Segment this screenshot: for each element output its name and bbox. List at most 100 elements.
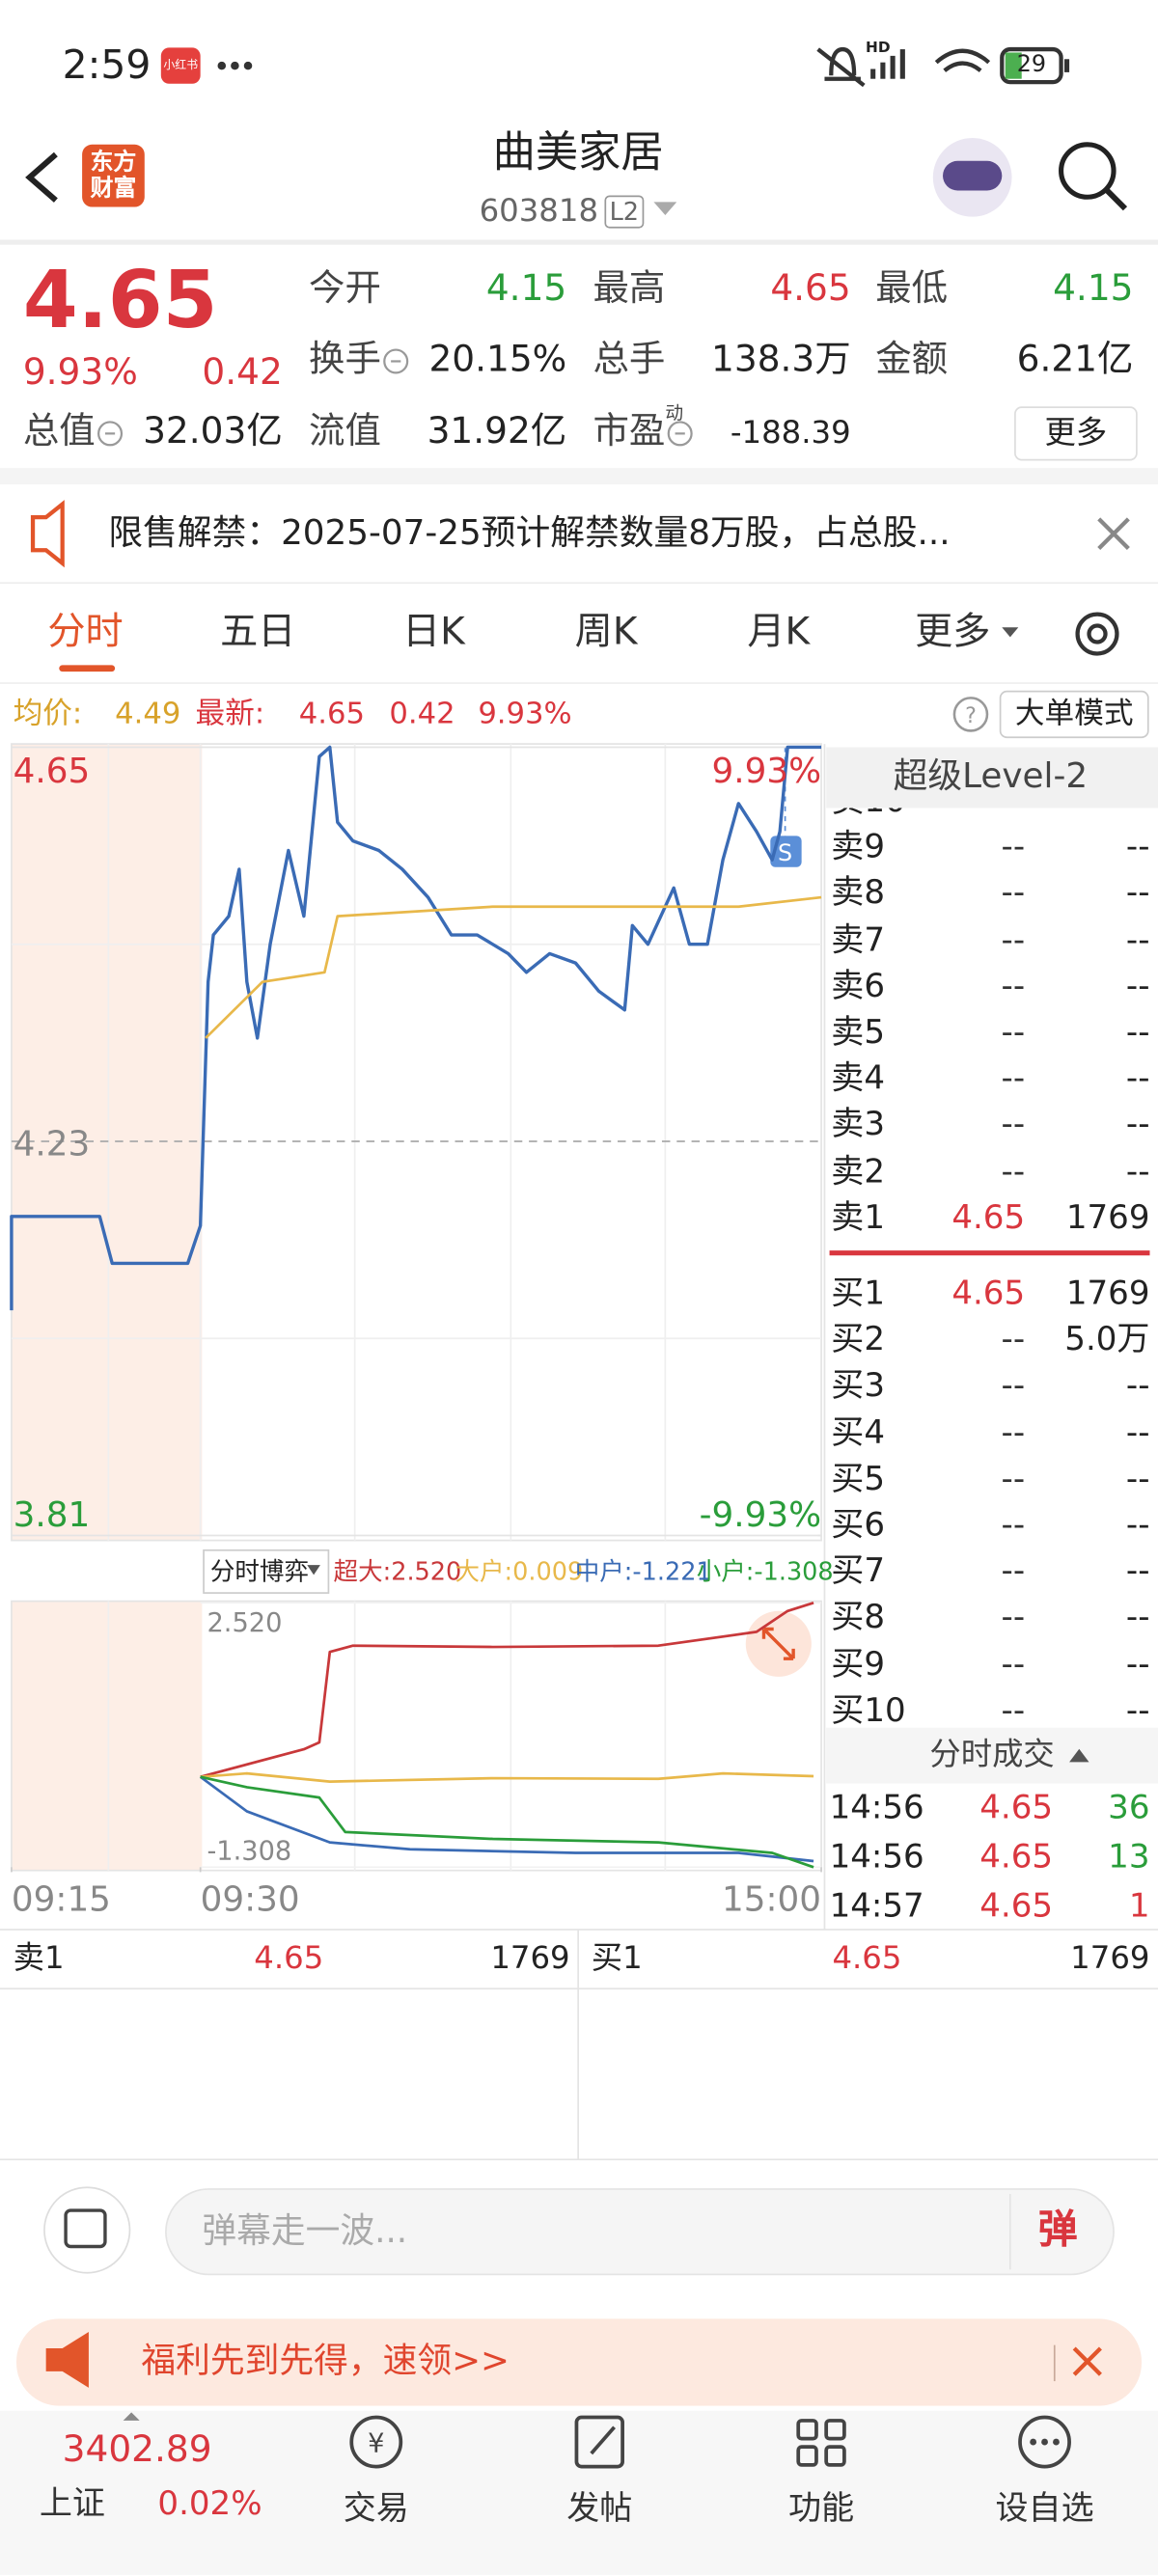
divider [0,239,1158,245]
chart-frame [11,1600,822,1872]
danmaku-send[interactable]: 弹 [1037,2206,1078,2253]
book-volume: -- [1125,826,1150,866]
info-icon [383,348,409,374]
last-price: 4.65 [22,255,218,347]
index-value[interactable]: 3402.89 [62,2429,212,2472]
help-mark: ? [965,703,977,728]
promo-close[interactable] [1072,2346,1102,2376]
book-label: 买6 [831,1504,885,1545]
index-name: 上证 [39,2482,105,2523]
book-volume: -- [1125,918,1150,959]
search-handle [1105,188,1128,211]
book-volume: -- [1125,1643,1150,1683]
book-volume: -- [1125,1597,1150,1636]
field-value: 32.03亿 [143,411,283,453]
nav-item[interactable]: 交易 [343,2487,409,2528]
chart-selector[interactable]: 分时博弈 [209,1556,310,1587]
tab-dropdown [1002,627,1019,638]
expand-icon [761,1627,795,1660]
field-label: 最低 [875,268,949,311]
book-volume: -- [1125,1504,1150,1545]
book-price: -- [1001,1365,1026,1405]
more-button[interactable]: 更多 [1044,414,1108,452]
status-icons [816,46,1063,88]
comment-input[interactable] [165,2188,1115,2276]
nav-item[interactable]: 发帖 [566,2487,633,2528]
book-volume: -- [1125,1365,1150,1405]
promo-bg[interactable] [16,2318,1142,2406]
promo-text[interactable]: 福利先到先得，速领>> [141,2341,510,2381]
book-label: 卖9 [831,826,885,866]
code-dropdown[interactable] [653,202,677,215]
book-label: 卖5 [831,1011,885,1052]
trade-price: 4.65 [979,1786,1054,1826]
nav-dots [1030,2438,1060,2446]
nav-item[interactable]: 功能 [788,2487,855,2528]
series-line [205,895,822,1039]
mode-button-bg[interactable] [999,690,1149,739]
stock-name: 曲美家居 [492,128,664,178]
field-value: 138.3万 [711,340,851,381]
nav-item[interactable]: 设自选 [995,2487,1094,2528]
tab[interactable]: 日K [401,611,465,654]
network-label: HD [866,40,891,57]
more-button-bg[interactable] [1014,406,1138,461]
auction-shade [11,1601,203,1871]
change: 0.42 [202,352,283,395]
danmaku-toggle[interactable] [43,2186,131,2274]
book-price: -- [1001,1643,1026,1683]
field-label: 金额 [875,340,949,381]
legend-entry: 小户:-1.308 [696,1556,834,1587]
help-icon[interactable] [952,697,989,732]
book-label: 买7 [831,1550,885,1590]
last-value: 4.65 [298,697,366,731]
settings-icon[interactable] [1075,612,1119,656]
field-value: 4.15 [1053,268,1134,311]
search-icon[interactable] [1059,142,1117,200]
book-label: 买3 [831,1365,885,1405]
battery-label: 29 [1016,51,1047,79]
status-time: 2:59 [62,41,152,89]
tab[interactable]: 周K [574,611,638,654]
book-price: -- [1001,1319,1026,1358]
book-price: -- [1001,1104,1026,1144]
book-label: 卖1 [831,1196,885,1237]
series-line [10,745,822,1311]
stock-code: 603818 [479,193,599,230]
back-button[interactable] [25,151,58,203]
book-volume: -- [1125,1550,1150,1590]
notice-close[interactable] [1097,517,1130,551]
series-line [200,1775,814,1869]
trades-header-bg [826,1727,1158,1784]
avg-label: 均价: [13,697,83,731]
notice-text: 限售解禁：2025-07-25预计解禁数量8万股，占总股... [108,512,951,553]
book-label: 买2 [831,1319,885,1358]
change-value: 0.42 [389,697,455,731]
field-value: 31.92亿 [427,411,567,453]
field-label: 总手 [593,340,666,381]
app-badge-bg [160,47,201,84]
tab[interactable]: 更多 [915,611,991,654]
bottom-nav-bg [0,2410,1158,2575]
mode-button[interactable]: 大单模式 [1014,697,1134,731]
tab-underline [59,665,116,672]
tab[interactable]: 五日 [220,611,296,654]
trade-volume: 13 [1108,1835,1150,1876]
trades-toggle[interactable] [1069,1748,1089,1763]
book-label: 买8 [831,1597,885,1636]
selector-bg[interactable] [203,1548,330,1594]
ask-label: 卖1 [13,1940,65,1977]
book-label: 卖3 [831,1104,885,1144]
tab[interactable]: 分时 [47,611,124,654]
comment-placeholder[interactable]: 弹幕走一波... [202,2210,408,2251]
book-label: 卖2 [831,1150,885,1191]
info-icon [667,421,693,447]
book-volume: -- [1125,872,1150,913]
legend-entry: 超大:2.520 [333,1556,462,1587]
change-pct-value: 9.93% [478,697,572,731]
book-price: -- [1001,1458,1026,1497]
index-change: 0.02% [157,2482,262,2523]
trades-title[interactable]: 分时成交 [929,1737,1055,1773]
tab[interactable]: 月K [747,611,811,654]
